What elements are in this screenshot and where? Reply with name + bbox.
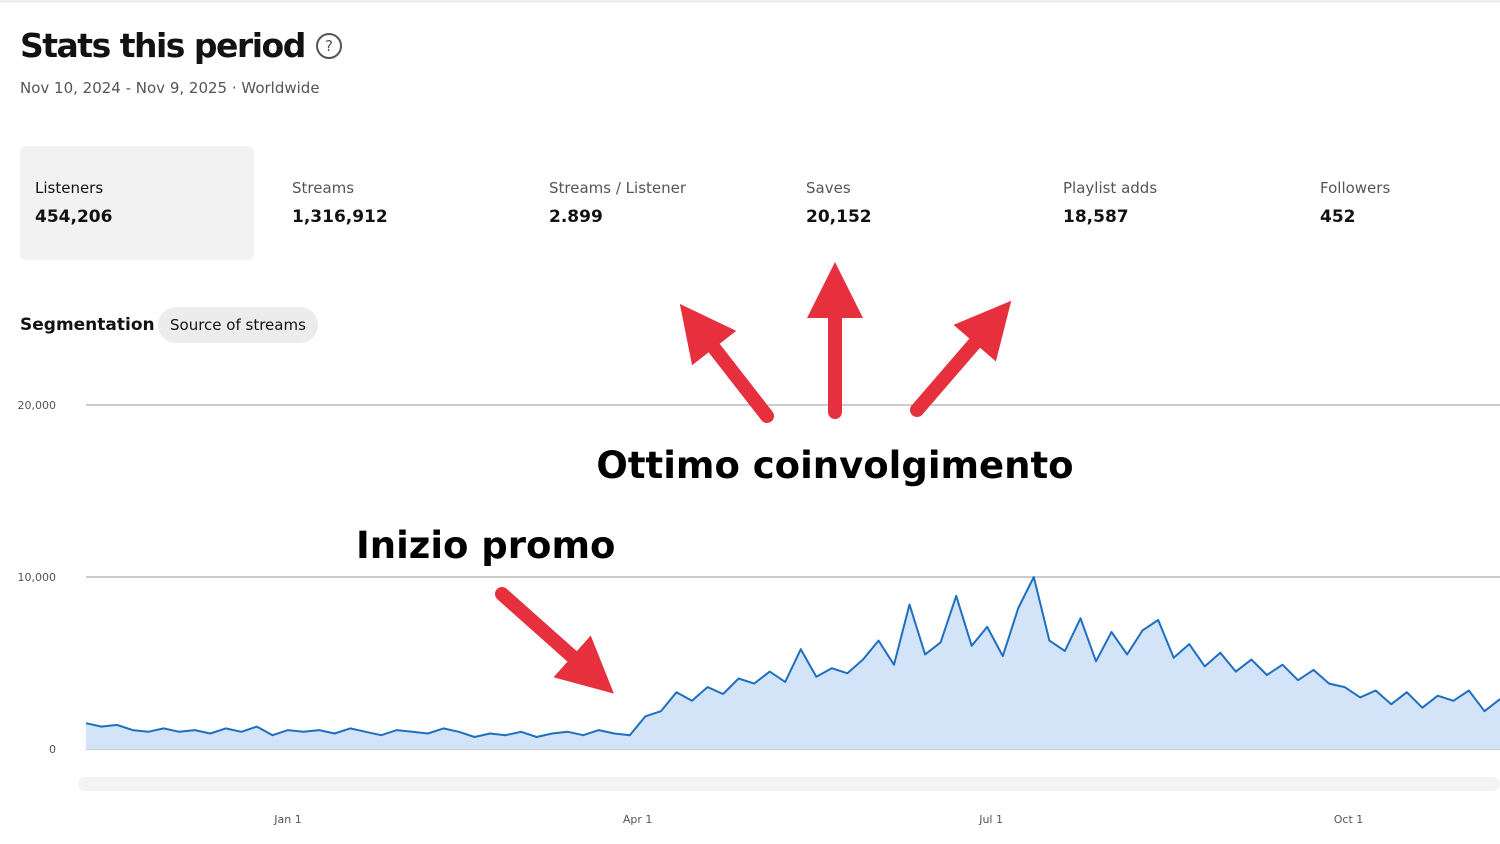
annotation: Inizio promo — [356, 524, 615, 567]
page-title: Stats this period — [20, 26, 306, 65]
stat-label: Playlist adds — [1063, 179, 1158, 197]
stat-value: 20,152 — [806, 207, 872, 227]
x-tick-label: Oct 1 — [1334, 813, 1364, 826]
stat-card: Playlist adds 18,587 — [1048, 146, 1282, 260]
x-tick-label: Jul 1 — [978, 813, 1003, 826]
arrow — [910, 300, 1012, 417]
stat-value: 2.899 — [549, 207, 603, 227]
annotation: Ottimo coinvolgimento — [596, 444, 1073, 487]
top-bar — [0, 0, 1500, 3]
segmentation-chip[interactable]: Source of streams — [158, 307, 318, 343]
stat-card: Streams / Listener 2.899 — [534, 146, 768, 260]
stat-value: 18,587 — [1063, 207, 1129, 227]
stat-value: 452 — [1320, 207, 1356, 227]
subtitle: Nov 10, 2024 - Nov 9, 2025 · Worldwide — [20, 79, 320, 97]
stat-value: 1,316,912 — [292, 207, 388, 227]
x-tick-label: Apr 1 — [623, 813, 653, 826]
stat-card[interactable]: Listeners 454,206 — [20, 146, 254, 260]
arrows — [495, 262, 1012, 694]
stat-card: Streams 1,316,912 — [277, 146, 511, 260]
stat-label: Followers — [1320, 179, 1391, 197]
scrollbar[interactable] — [78, 777, 1500, 791]
y-tick-label: 0 — [49, 743, 56, 756]
stat-label: Saves — [806, 179, 851, 197]
y-tick-label: 10,000 — [18, 571, 57, 584]
stat-label: Listeners — [35, 179, 104, 197]
line — [85, 576, 1500, 738]
arrow — [679, 303, 774, 423]
arrow — [495, 587, 614, 694]
y-tick-label: 20,000 — [18, 399, 57, 412]
help-icon[interactable]: ? — [316, 33, 342, 59]
x-tick-label: Jan 1 — [273, 813, 301, 826]
segmentation-label: Segmentation — [20, 315, 155, 335]
area — [86, 577, 1500, 749]
stat-value: 454,206 — [35, 207, 113, 227]
stat-label: Streams / Listener — [549, 179, 687, 197]
stat-label: Streams — [292, 179, 355, 197]
stat-card: Saves 20,152 — [791, 146, 1025, 260]
stat-card: Followers 452 — [1305, 146, 1500, 260]
